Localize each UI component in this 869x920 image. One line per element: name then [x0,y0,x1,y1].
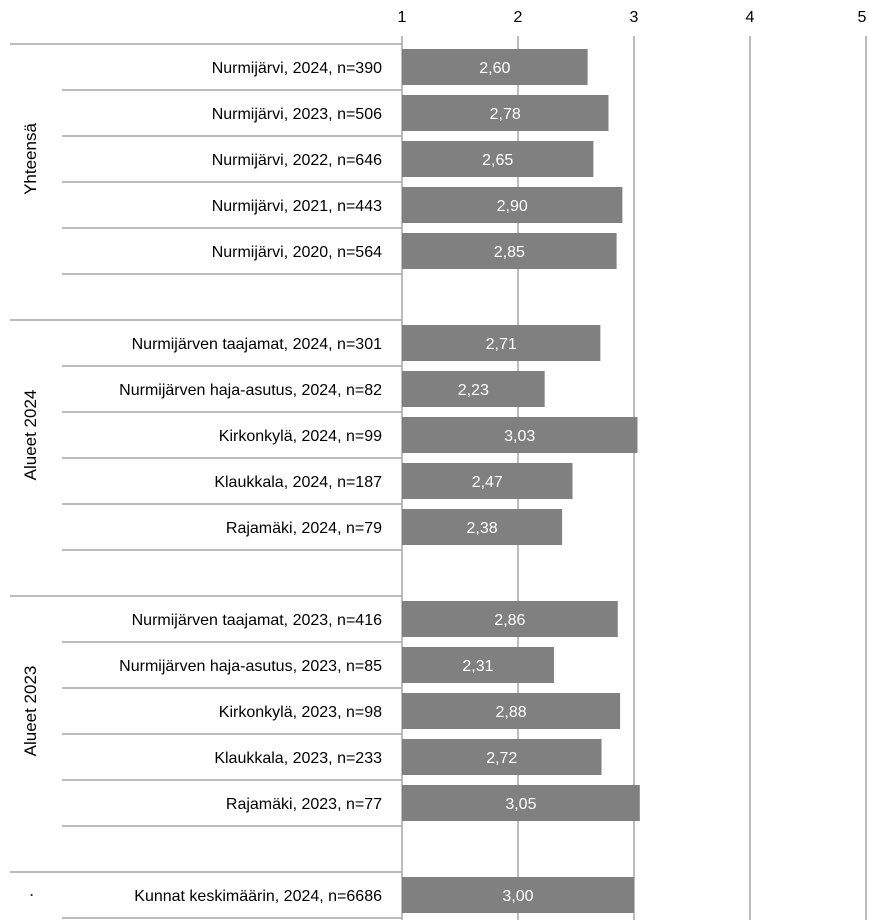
gridlines [10,36,867,920]
bar-value-label: 2,88 [495,704,526,721]
bar-value-label: 2,38 [466,520,497,537]
bar [402,739,602,775]
bar-value-label: 2,47 [472,474,503,491]
category-label: Rajamäki, 2024, n=79 [226,520,382,537]
bar [402,647,554,683]
category-label: Rajamäki, 2023, n=77 [226,796,382,813]
bar [402,877,634,913]
bar-value-label: 2,86 [494,612,525,629]
category-label: Nurmijärvi, 2023, n=506 [212,106,382,123]
bar [402,233,617,269]
bar-value-label: 2,31 [462,658,493,675]
category-label: Nurmijärvi, 2024, n=390 [212,60,382,77]
bar [402,141,594,177]
bar [402,601,618,637]
bar [402,49,588,85]
bar-value-label: 2,60 [479,60,510,77]
category-labels: Nurmijärvi, 2024, n=390 Nurmijärvi, 2023,… [119,60,382,905]
x-tick-label: 4 [746,9,755,26]
category-label: Kirkonkylä, 2024, n=99 [219,428,382,445]
bar [402,693,621,729]
category-label: Nurmijärvi, 2022, n=646 [212,152,382,169]
bar-value-label: 3,03 [504,428,535,445]
group-label: · [21,892,40,898]
x-axis-ticks: 1 2 3 4 5 [398,9,867,26]
bar-value-label: 2,85 [494,244,525,261]
bar [402,509,563,545]
bar [402,463,573,499]
group-label: Alueet 2024 [21,390,40,481]
category-label: Nurmijärven haja-asutus, 2024, n=82 [119,382,382,399]
bar-value-label: 3,05 [505,796,536,813]
group-label: Yhteensä [21,123,40,195]
category-label: Klaukkala, 2023, n=233 [214,750,382,767]
category-label: Kirkonkylä, 2023, n=98 [219,704,382,721]
bar-value-label: 2,71 [486,336,517,353]
x-tick-label: 2 [514,9,523,26]
group-labels: Yhteensä Alueet 2024 Alueet 2023 · [21,123,40,898]
group-label: Alueet 2023 [21,666,40,757]
bar-value-label: 2,65 [482,152,513,169]
category-label: Nurmijärvi, 2020, n=564 [212,244,382,261]
bar [402,187,623,223]
bar-value-label: 2,78 [490,106,521,123]
bar-value-label: 2,72 [486,750,517,767]
bar [402,325,601,361]
category-label: Klaukkala, 2024, n=187 [214,474,382,491]
bar-value-label: 2,90 [497,198,528,215]
category-label: Kunnat keskimäärin, 2024, n=6686 [134,888,382,905]
bar [402,95,609,131]
bar-value-label: 2,23 [458,382,489,399]
bars: 2,60 2,78 2,65 2,90 2,85 2,71 2,23 3,03 2,47 2,38… [402,49,640,913]
category-label: Nurmijärven taajamat, 2023, n=416 [132,612,382,629]
bar-value-label: 3,00 [502,888,533,905]
x-tick-label: 5 [858,9,867,26]
bar [402,785,640,821]
category-label: Nurmijärven haja-asutus, 2023, n=85 [119,658,382,675]
category-label: Nurmijärvi, 2021, n=443 [212,198,382,215]
category-label: Nurmijärven taajamat, 2024, n=301 [132,336,382,353]
x-tick-label: 1 [398,9,407,26]
bar [402,371,545,407]
x-tick-label: 3 [630,9,639,26]
bar [402,417,638,453]
